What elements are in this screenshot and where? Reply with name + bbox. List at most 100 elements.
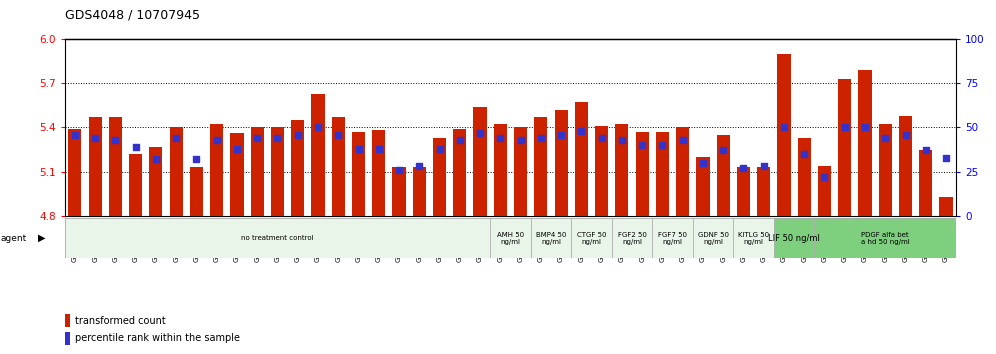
Point xyxy=(796,151,812,157)
Text: PDGF alfa bet
a hd 50 ng/ml: PDGF alfa bet a hd 50 ng/ml xyxy=(861,232,909,245)
Point xyxy=(776,125,792,130)
Point xyxy=(371,146,386,152)
Point xyxy=(715,148,731,153)
Bar xyxy=(774,218,815,258)
Text: transformed count: transformed count xyxy=(75,316,165,326)
Point xyxy=(168,135,184,141)
Text: ▶: ▶ xyxy=(38,233,46,243)
Bar xyxy=(534,117,548,216)
Point xyxy=(67,132,83,137)
Bar xyxy=(531,218,572,258)
Text: GDS4048 / 10707945: GDS4048 / 10707945 xyxy=(65,9,200,22)
Bar xyxy=(716,135,730,216)
Text: AMH 50
ng/ml: AMH 50 ng/ml xyxy=(497,232,524,245)
Bar xyxy=(89,117,102,216)
Bar xyxy=(757,167,770,216)
Bar xyxy=(453,129,466,216)
Bar xyxy=(65,332,70,345)
Bar xyxy=(859,70,872,216)
Bar xyxy=(392,167,405,216)
Point xyxy=(148,156,164,162)
Point xyxy=(351,146,367,152)
Point xyxy=(654,142,670,148)
Bar xyxy=(612,218,652,258)
Bar xyxy=(291,120,305,216)
Bar xyxy=(919,149,932,216)
Bar xyxy=(693,218,733,258)
Bar xyxy=(635,132,648,216)
Bar xyxy=(433,138,446,216)
Bar xyxy=(190,167,203,216)
Text: percentile rank within the sample: percentile rank within the sample xyxy=(75,333,240,343)
Point xyxy=(897,132,913,137)
Bar xyxy=(169,127,182,216)
Point xyxy=(674,137,690,143)
Text: no treatment control: no treatment control xyxy=(241,235,314,241)
Bar xyxy=(412,167,426,216)
Bar xyxy=(494,125,507,216)
Point xyxy=(594,135,610,141)
Bar xyxy=(899,116,912,216)
Text: GDNF 50
ng/ml: GDNF 50 ng/ml xyxy=(697,232,728,245)
Text: agent: agent xyxy=(1,234,27,242)
Bar xyxy=(798,138,811,216)
Bar xyxy=(473,107,487,216)
Bar xyxy=(878,125,891,216)
Point xyxy=(431,146,447,152)
Bar xyxy=(737,167,750,216)
Point xyxy=(452,137,468,143)
Point xyxy=(290,132,306,137)
Point xyxy=(127,144,143,150)
Point xyxy=(188,156,204,162)
Bar xyxy=(676,127,689,216)
Bar xyxy=(696,157,709,216)
Bar xyxy=(575,102,588,216)
Point xyxy=(108,137,124,143)
Bar xyxy=(815,218,956,258)
Text: KITLG 50
ng/ml: KITLG 50 ng/ml xyxy=(738,232,769,245)
Bar xyxy=(210,125,223,216)
Bar xyxy=(490,218,531,258)
Bar xyxy=(373,130,385,216)
Bar xyxy=(555,110,568,216)
Bar xyxy=(69,129,82,216)
Bar xyxy=(65,314,70,327)
Point xyxy=(614,137,629,143)
Bar xyxy=(733,218,774,258)
Text: BMP4 50
ng/ml: BMP4 50 ng/ml xyxy=(536,232,566,245)
Bar xyxy=(652,218,693,258)
Point xyxy=(533,135,549,141)
Bar xyxy=(332,117,345,216)
Text: FGF7 50
ng/ml: FGF7 50 ng/ml xyxy=(658,232,687,245)
Bar xyxy=(312,93,325,216)
Point xyxy=(229,146,245,152)
Bar xyxy=(616,125,628,216)
Point xyxy=(837,125,853,130)
Point xyxy=(634,142,650,148)
Bar xyxy=(777,54,791,216)
Bar xyxy=(230,133,244,216)
Bar xyxy=(352,132,366,216)
Bar xyxy=(939,197,952,216)
Bar xyxy=(129,154,142,216)
Point xyxy=(88,135,104,141)
Point xyxy=(877,135,893,141)
Bar xyxy=(65,218,490,258)
Point xyxy=(492,135,508,141)
Point xyxy=(249,135,265,141)
Bar xyxy=(818,166,831,216)
Point xyxy=(938,155,954,160)
Point xyxy=(310,125,326,130)
Text: LIF 50 ng/ml: LIF 50 ng/ml xyxy=(768,234,820,242)
Bar xyxy=(271,127,284,216)
Bar xyxy=(514,127,527,216)
Point xyxy=(817,174,833,180)
Point xyxy=(411,164,427,169)
Point xyxy=(513,137,529,143)
Bar xyxy=(572,218,612,258)
Bar xyxy=(251,127,264,216)
Text: CTGF 50
ng/ml: CTGF 50 ng/ml xyxy=(577,232,607,245)
Bar xyxy=(655,132,669,216)
Point xyxy=(735,165,751,171)
Point xyxy=(209,137,225,143)
